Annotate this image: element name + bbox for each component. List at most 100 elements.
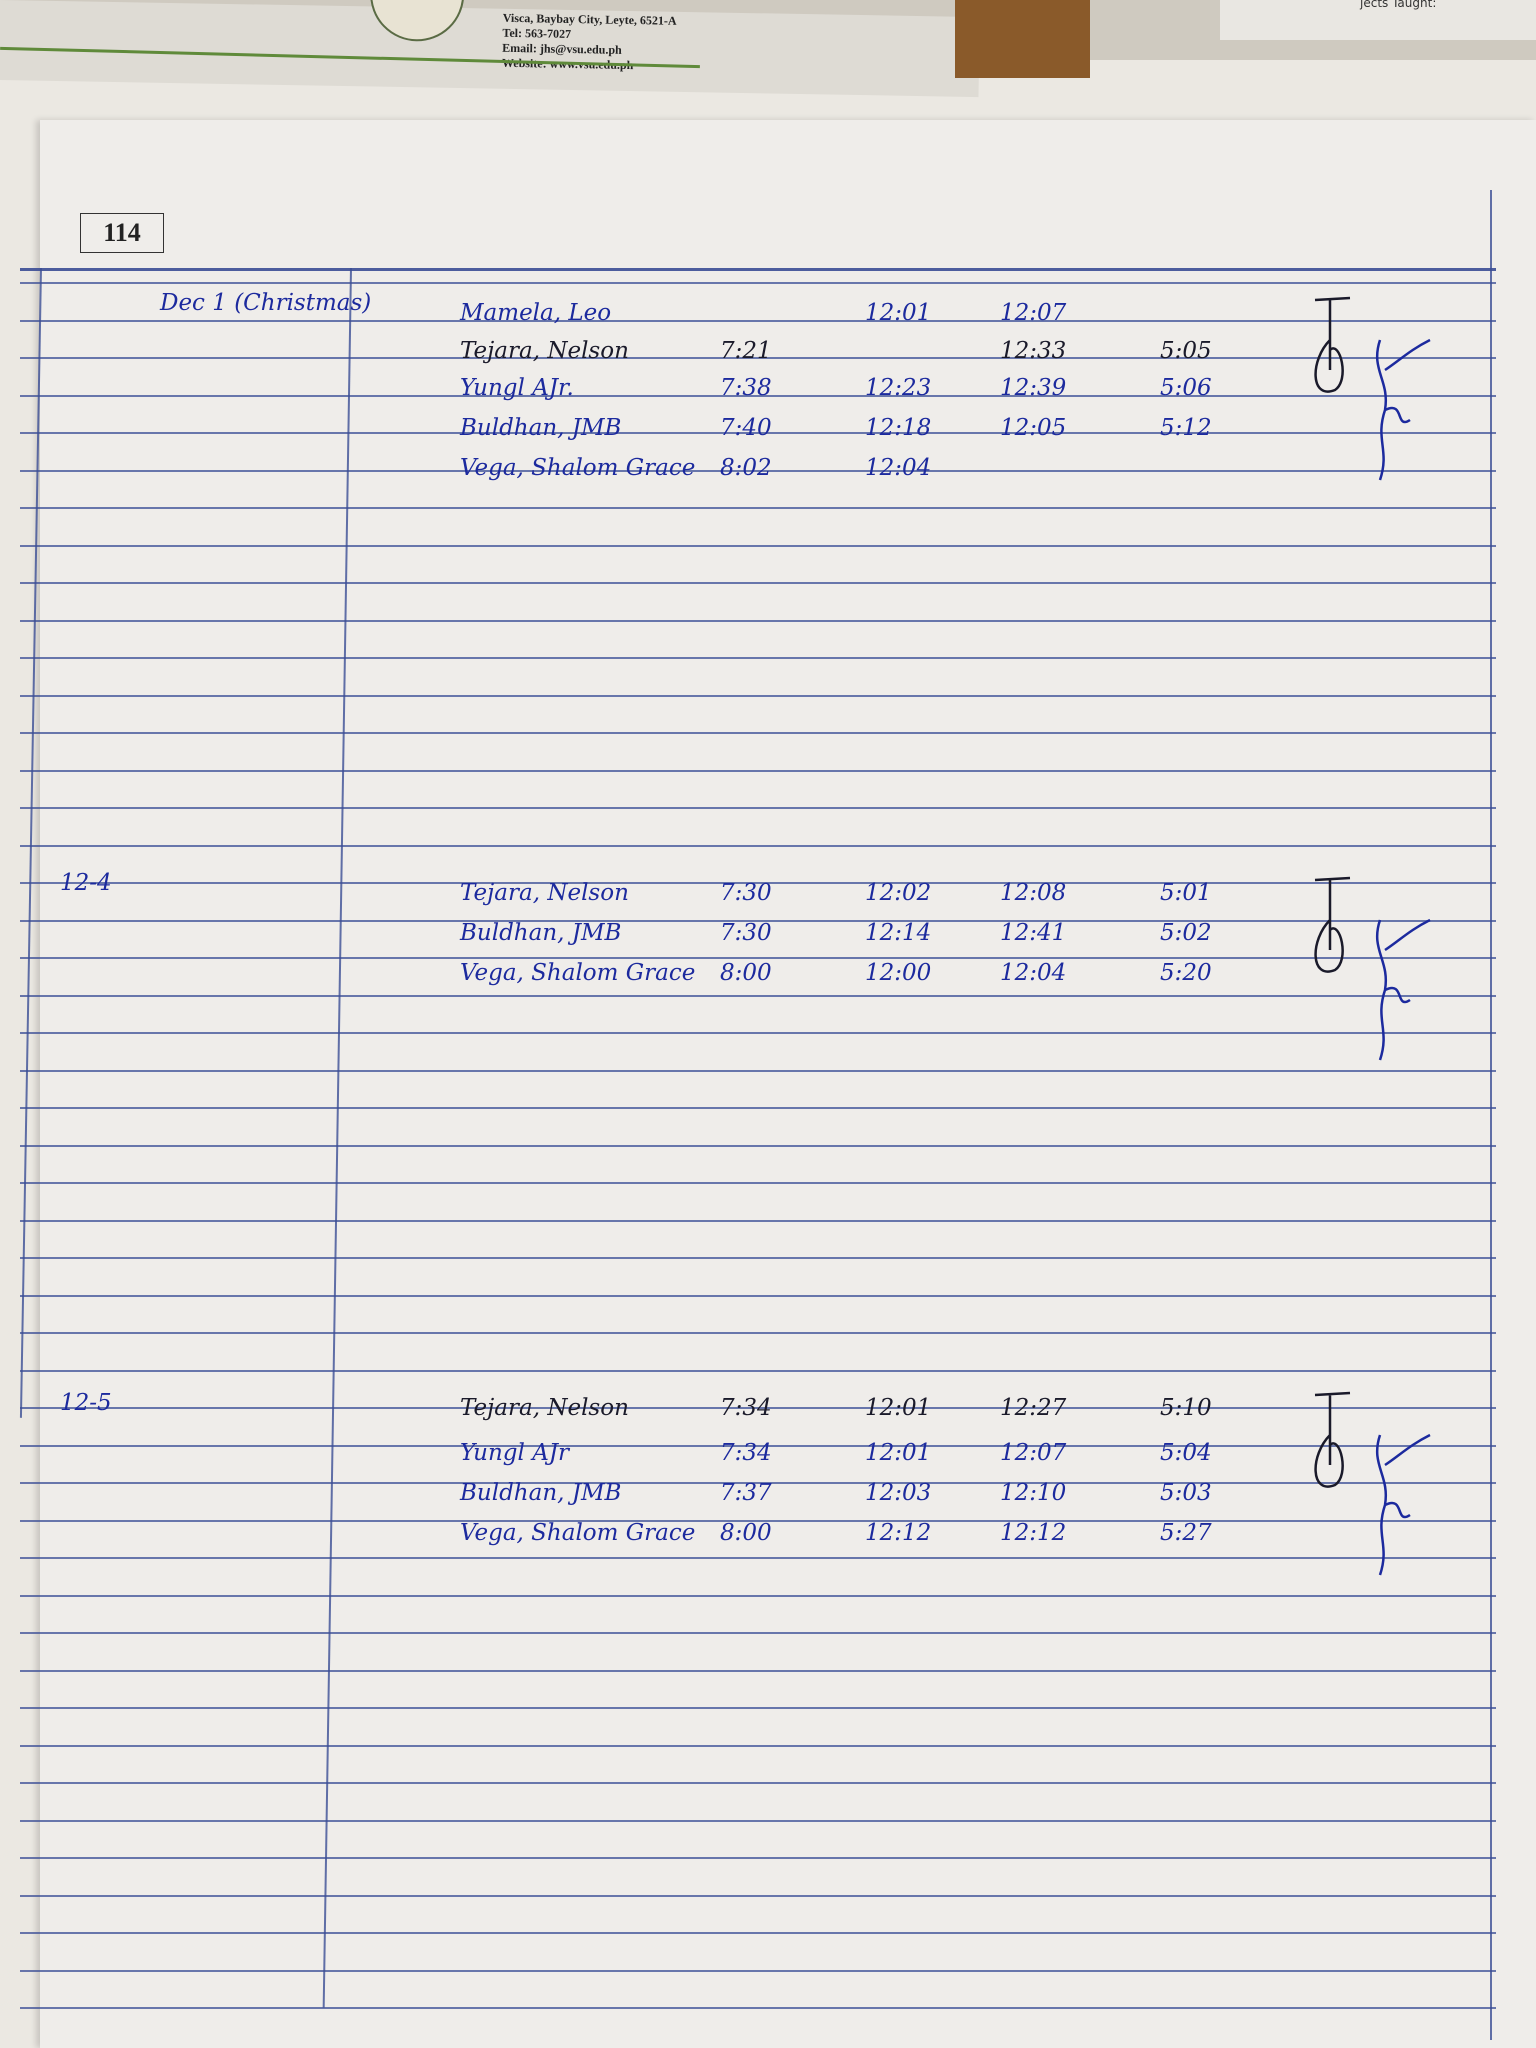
entry-date: 12-4 xyxy=(60,870,112,896)
employee-name: Buldhan, JMB xyxy=(460,415,622,441)
lunch-in-cell: 12:10 xyxy=(1000,1480,1067,1506)
time-in-cell: 7:34 xyxy=(720,1395,772,1421)
ruled-line xyxy=(20,770,1496,772)
employee-name: Tejara, Nelson xyxy=(460,1395,629,1421)
ruled-line xyxy=(20,470,1496,472)
employee-name: Vega, Shalom Grace xyxy=(460,960,696,986)
ruled-line xyxy=(20,1670,1496,1672)
time-in-cell: 8:00 xyxy=(720,960,772,986)
signature-icon xyxy=(1314,1391,1431,1576)
ruled-line xyxy=(20,1220,1496,1222)
employee-name: Buldhan, JMB xyxy=(460,1480,622,1506)
time-out-cell: 5:01 xyxy=(1160,880,1212,906)
page-number: 114 xyxy=(80,213,164,253)
ruled-line xyxy=(20,620,1496,622)
lunch-out-cell: 12:01 xyxy=(865,300,932,326)
ruled-line xyxy=(20,1107,1496,1109)
ruled-line xyxy=(20,1482,1496,1484)
employee-name: Buldhan, JMB xyxy=(460,920,622,946)
ruled-line xyxy=(20,1145,1496,1147)
lunch-in-cell: 12:12 xyxy=(1000,1520,1067,1546)
ruled-line xyxy=(20,395,1496,397)
lunch-out-cell: 12:01 xyxy=(865,1395,932,1421)
lunch-out-cell: 12:03 xyxy=(865,1480,932,1506)
time-out-cell: 5:03 xyxy=(1160,1480,1212,1506)
time-out-cell: 5:20 xyxy=(1160,960,1212,986)
ruled-line xyxy=(20,1257,1496,1259)
ruled-line xyxy=(20,1445,1496,1447)
ruled-line xyxy=(20,807,1496,809)
time-in-cell: 7:38 xyxy=(720,375,772,401)
lunch-out-cell: 12:04 xyxy=(865,455,932,481)
employee-name: Yungl AJr. xyxy=(460,375,574,401)
ruled-line xyxy=(20,657,1496,659)
ruled-line xyxy=(20,1782,1496,1784)
ruled-line xyxy=(20,995,1496,997)
ruled-line xyxy=(20,1857,1496,1859)
time-in-cell: 7:37 xyxy=(720,1480,772,1506)
right-margin-line xyxy=(1490,190,1492,2040)
ruled-line xyxy=(20,320,1496,322)
ruled-line xyxy=(20,582,1496,584)
ruled-line xyxy=(20,1820,1496,1822)
time-out-cell: 5:06 xyxy=(1160,375,1212,401)
ruled-line xyxy=(20,357,1496,359)
lunch-out-cell: 12:02 xyxy=(865,880,932,906)
lunch-in-cell: 12:04 xyxy=(1000,960,1067,986)
ruled-line xyxy=(20,1070,1496,1072)
ruled-line xyxy=(20,1295,1496,1297)
ruled-line xyxy=(20,732,1496,734)
other-paper xyxy=(1220,0,1536,40)
time-in-cell: 7:34 xyxy=(720,1440,772,1466)
ruled-line xyxy=(20,1182,1496,1184)
time-in-cell: 7:40 xyxy=(720,415,772,441)
employee-name: Vega, Shalom Grace xyxy=(460,1520,696,1546)
time-out-cell: 5:27 xyxy=(1160,1520,1212,1546)
letterhead-tel: Tel: 563-7027 xyxy=(502,25,572,41)
time-in-cell: 7:21 xyxy=(720,338,772,364)
lunch-in-cell: 12:27 xyxy=(1000,1395,1067,1421)
time-out-cell: 5:10 xyxy=(1160,1395,1212,1421)
lunch-out-cell: 12:18 xyxy=(865,415,932,441)
other-paper-text: jects Taught: xyxy=(1360,0,1437,10)
entry-date: 12-5 xyxy=(60,1390,112,1416)
lunch-out-cell: 12:23 xyxy=(865,375,932,401)
ruled-line xyxy=(20,1370,1496,1372)
lunch-out-cell: 12:01 xyxy=(865,1440,932,1466)
letterhead-paper: Visca, Baybay City, Leyte, 6521-A Tel: 5… xyxy=(0,0,980,98)
signature-icon xyxy=(1314,296,1431,481)
ruled-line xyxy=(20,1407,1496,1409)
ruled-line xyxy=(20,1032,1496,1034)
ruled-line xyxy=(20,1632,1496,1634)
time-out-cell: 5:04 xyxy=(1160,1440,1212,1466)
ruled-line xyxy=(20,1745,1496,1747)
ruled-line xyxy=(20,1707,1496,1709)
time-out-cell: 5:05 xyxy=(1160,338,1212,364)
ruled-line xyxy=(20,1332,1496,1334)
time-out-cell: 5:02 xyxy=(1160,920,1212,946)
time-out-cell: 5:12 xyxy=(1160,415,1212,441)
time-in-cell: 8:02 xyxy=(720,455,772,481)
ruled-line xyxy=(20,1970,1496,1972)
ruled-line xyxy=(20,1520,1496,1522)
ruled-line xyxy=(20,282,1496,284)
employee-name: Mamela, Leo xyxy=(460,300,612,326)
signature-icon xyxy=(1314,876,1431,1061)
lunch-in-cell: 12:41 xyxy=(1000,920,1067,946)
ruled-line xyxy=(20,1895,1496,1897)
employee-name: Vega, Shalom Grace xyxy=(460,455,696,481)
lunch-in-cell: 12:08 xyxy=(1000,880,1067,906)
university-seal-logo xyxy=(369,0,465,43)
lunch-in-cell: 12:33 xyxy=(1000,338,1067,364)
ruled-line xyxy=(20,2007,1496,2009)
employee-name: Tejara, Nelson xyxy=(460,338,629,364)
ruled-line xyxy=(20,1557,1496,1559)
ruled-line xyxy=(20,1932,1496,1934)
lunch-in-cell: 12:07 xyxy=(1000,300,1067,326)
time-in-cell: 8:00 xyxy=(720,1520,772,1546)
ruled-line xyxy=(20,545,1496,547)
lunch-out-cell: 12:12 xyxy=(865,1520,932,1546)
lunch-in-cell: 12:05 xyxy=(1000,415,1067,441)
ruled-line xyxy=(20,432,1496,434)
ruled-line xyxy=(20,882,1496,884)
